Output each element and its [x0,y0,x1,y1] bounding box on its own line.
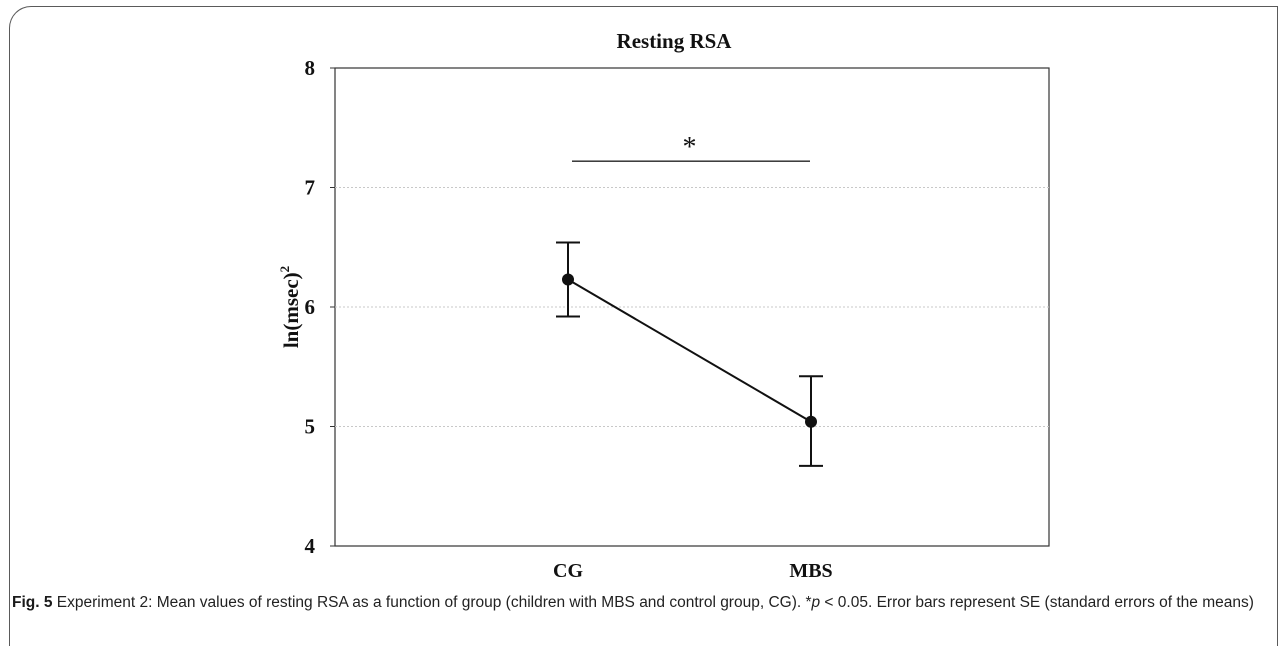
caption-text-1: Experiment 2: Mean values of resting RSA… [52,594,812,611]
y-axis-label-superscript: 2 [277,266,292,273]
data-point [562,273,574,286]
series-line [567,278,812,423]
figure-caption: Fig. 5 Experiment 2: Mean values of rest… [12,593,1274,613]
y-axis-label: ln(msec)2 [277,266,303,348]
grid-lines [335,187,1049,427]
chart-title: Resting RSA [617,29,733,53]
significance-annotation: * [572,132,810,163]
figure-frame [9,6,1278,646]
y-tick-label: 7 [305,176,316,200]
y-axis-ticks: 4 5 6 7 8 [305,56,335,558]
caption-p-symbol: p [811,594,821,611]
y-tick-label: 6 [305,295,316,319]
y-tick-label: 4 [305,534,316,558]
data-point [805,415,817,428]
y-axis-label-group: ln(msec)2 [277,266,303,348]
series-layer [556,241,823,467]
y-tick-label: 5 [305,415,316,439]
caption-label: Fig. 5 [12,594,53,611]
significance-star: * [683,132,697,163]
x-tick-label: MBS [789,560,832,582]
y-axis-label-text: ln(msec) [279,272,303,348]
x-tick-label: CG [553,560,583,582]
x-axis-ticks: CG MBS [553,560,833,582]
chart: Resting RSA 4 5 6 7 8 CG MBS ln(msec)2 * [277,29,1050,582]
y-tick-label: 8 [305,56,316,80]
caption-text-2: < 0.05. Error bars represent SE (standar… [820,594,1254,611]
